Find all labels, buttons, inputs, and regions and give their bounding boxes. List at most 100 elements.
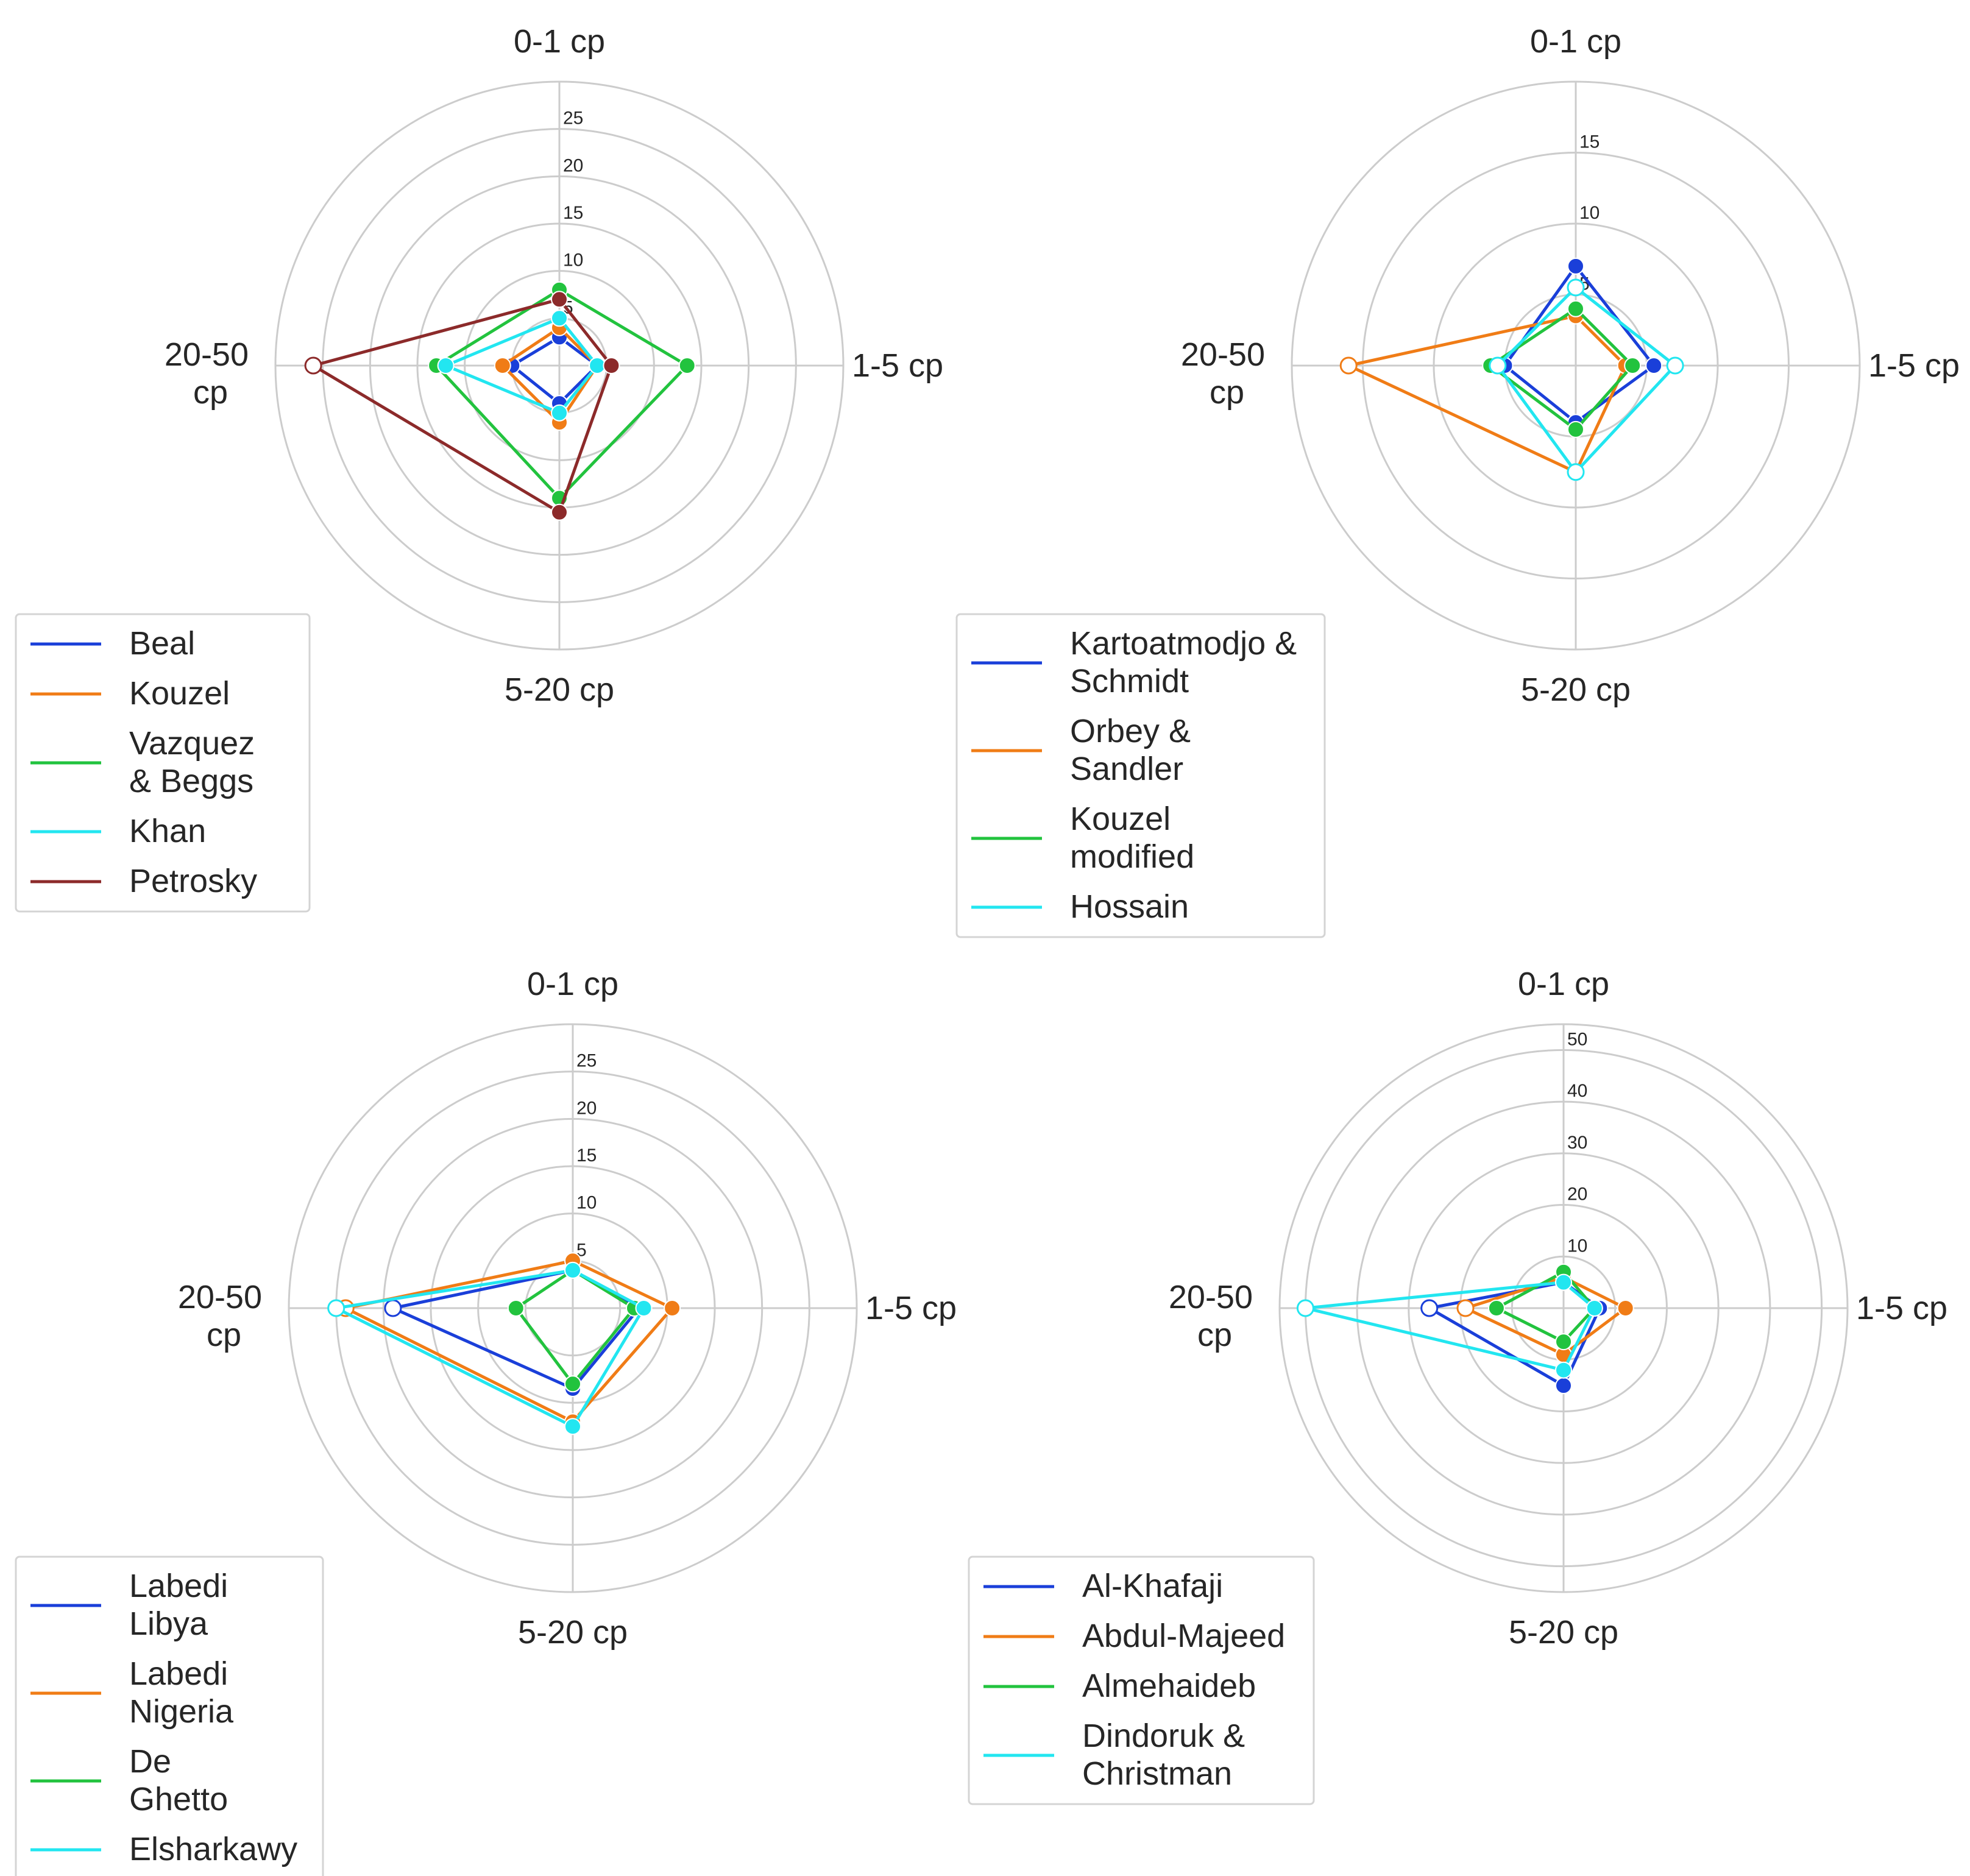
- data-point-elsharkawy: [635, 1300, 653, 1317]
- legend-label-al-khafaji: Al-Khafaji: [1082, 1568, 1223, 1604]
- legend-box: [15, 613, 311, 913]
- legend-label-line: Hossain: [1070, 888, 1189, 925]
- tick-label: 40: [1567, 1081, 1587, 1101]
- axis-label: 20-50 cp: [178, 1279, 262, 1353]
- axis-label-line: cp: [1210, 374, 1244, 411]
- tick-label: 25: [563, 108, 583, 129]
- axis-label-line: cp: [193, 374, 228, 411]
- legend-box: [968, 1556, 1315, 1805]
- legend-label-line: Dindoruk &: [1082, 1718, 1245, 1754]
- legend-label-line: Khan: [129, 813, 206, 849]
- data-point-abdul-majeed: [1617, 1300, 1634, 1317]
- legend-label-line: Ghetto: [129, 1781, 228, 1818]
- data-point-labedi-libya: [384, 1299, 402, 1317]
- data-point-de-ghetto: [507, 1300, 525, 1317]
- legend-label-de-ghetto: De Ghetto: [129, 1743, 228, 1818]
- axis-label: 1-5 cp: [865, 1290, 957, 1326]
- data-point-de-ghetto: [564, 1375, 581, 1393]
- tick-label: 10: [1579, 203, 1600, 223]
- data-point-dindoruk-christman: [1555, 1361, 1572, 1379]
- legend-label-line: Abdul-Majeed: [1082, 1618, 1285, 1654]
- axis-label: 0-1 cp: [514, 23, 605, 60]
- data-point-kouzel-modified: [1567, 420, 1584, 438]
- data-point-hossain: [1567, 278, 1585, 297]
- axis-label: 0-1 cp: [527, 966, 618, 1002]
- data-point-kartoatmodjo-schmidt: [1645, 357, 1663, 374]
- legend-label-elsharkawy: Elsharkawy: [129, 1831, 297, 1867]
- legend-label-line: Nigeria: [129, 1693, 234, 1730]
- data-point-labedi-nigeria: [664, 1300, 681, 1317]
- data-point-khan: [437, 357, 455, 374]
- legend-label-line: Kartoatmodjo &: [1070, 625, 1297, 662]
- data-point-abdul-majeed: [1456, 1299, 1475, 1317]
- series-line-dindoruk-christman: [1303, 1281, 1596, 1372]
- data-point-dindoruk-christman: [1296, 1299, 1314, 1317]
- tick-label: 30: [1567, 1133, 1587, 1153]
- data-point-kouzel-modified: [1624, 357, 1642, 374]
- data-point-elsharkawy: [327, 1299, 345, 1317]
- tick-label: 20: [576, 1098, 597, 1118]
- axis-label-line: cp: [207, 1317, 241, 1353]
- data-point-dindoruk-christman: [1586, 1300, 1603, 1317]
- legend-label-line: Kouzel: [1070, 801, 1171, 837]
- data-point-kouzel-modified: [1567, 300, 1584, 317]
- legend-label-line: Elsharkawy: [129, 1831, 297, 1867]
- legend-label-vazquez-beggs: Vazquez & Beggs: [129, 725, 255, 799]
- tick-label: 15: [1579, 132, 1600, 152]
- series-line-orbey-sandler: [1347, 314, 1628, 474]
- axis-label: 5-20 cp: [518, 1614, 628, 1651]
- tick-label: 10: [576, 1193, 597, 1213]
- axis-label-line: 20-50: [165, 336, 249, 373]
- axis-label: 20-50 cp: [165, 336, 249, 411]
- legend-label-labedi-libya: Labedi Libya: [129, 1568, 228, 1642]
- legend-label-line: Kouzel: [129, 675, 230, 712]
- data-point-petrosky: [603, 357, 620, 374]
- axis-label: 0-1 cp: [1518, 966, 1609, 1002]
- data-point-almehaideb: [1555, 1333, 1572, 1351]
- legend-label-abdul-majeed: Abdul-Majeed: [1082, 1618, 1285, 1654]
- data-point-hossain: [1666, 356, 1684, 375]
- data-point-petrosky: [304, 356, 322, 375]
- legend-label-line: Beal: [129, 625, 195, 662]
- radar-chart-4: 10 20 30 40 50 0-1 cp 1-5 cp 5-20 cp 20-50 cp Al-K…: [968, 966, 1947, 1805]
- legend-label-labedi-nigeria: Labedi Nigeria: [129, 1655, 234, 1730]
- data-point-petrosky: [551, 503, 568, 521]
- legend-box: [15, 1556, 324, 1876]
- data-point-vazquez-beggs: [678, 357, 696, 374]
- legend: Al-Khafaji Abdul-Majeed Almehaideb Dindoruk…: [968, 1556, 1315, 1805]
- axis-label: 20-50 cp: [1181, 336, 1265, 411]
- legend-label-orbey-sandler: Orbey & Sandler: [1070, 713, 1191, 787]
- axis-label: 5-20 cp: [1509, 1614, 1618, 1651]
- axis-label-line: 20-50: [1169, 1279, 1253, 1315]
- legend-label-line: Christman: [1082, 1755, 1232, 1792]
- data-point-kouzel: [494, 357, 511, 374]
- tick-label: 50: [1567, 1029, 1587, 1049]
- tick-label: 20: [563, 155, 583, 175]
- legend-label-hossain: Hossain: [1070, 888, 1189, 925]
- data-point-hossain: [1567, 463, 1585, 481]
- axis-label: 1-5 cp: [1868, 347, 1960, 384]
- legend-label-line: Petrosky: [129, 863, 257, 899]
- axis-label-line: 20-50: [178, 1279, 262, 1315]
- legend-label-kouzel: Kouzel: [129, 675, 230, 712]
- axis-label: 0-1 cp: [1530, 23, 1621, 60]
- legend-label-line: Schmidt: [1070, 663, 1189, 699]
- data-point-al-khafaji: [1555, 1377, 1572, 1395]
- data-point-almehaideb: [1487, 1300, 1505, 1317]
- tick-label: 15: [563, 203, 583, 223]
- data-point-al-khafaji: [1420, 1299, 1439, 1317]
- legend-label-line: Labedi: [129, 1568, 228, 1604]
- legend: Beal Kouzel Vazquez & Beggs Khan Petrosky: [15, 613, 311, 913]
- legend-label-beal: Beal: [129, 625, 195, 662]
- axis-label-line: cp: [1197, 1317, 1232, 1353]
- tick-label: 20: [1567, 1184, 1587, 1205]
- legend-label-line: Libya: [129, 1605, 208, 1642]
- axis-label: 5-20 cp: [505, 671, 614, 708]
- legend: Kartoatmodjo & Schmidt Orbey & Sandler Kouze…: [955, 613, 1326, 938]
- data-point-elsharkawy: [564, 1418, 581, 1435]
- data-point-hossain: [1489, 356, 1507, 375]
- legend-label-line: De: [129, 1743, 171, 1780]
- data-point-dindoruk-christman: [1555, 1273, 1572, 1291]
- series-line-beal: [510, 335, 599, 405]
